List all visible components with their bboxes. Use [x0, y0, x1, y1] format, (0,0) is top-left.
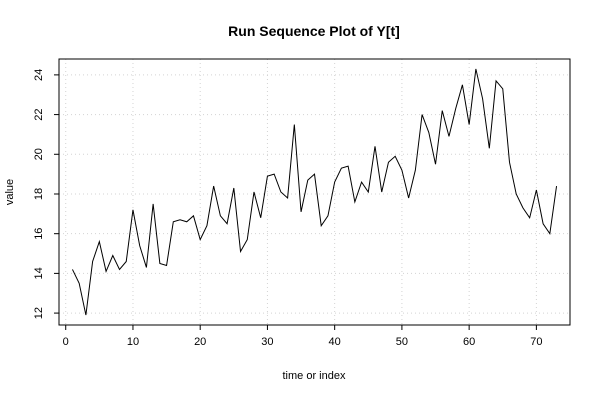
- y-axis-label: value: [4, 179, 16, 205]
- x-tick-label: 40: [329, 336, 341, 348]
- y-tick-label: 20: [33, 148, 45, 160]
- y-axis: 12 14 16 18 20 22 24: [33, 69, 59, 319]
- x-tick-label: 70: [530, 336, 542, 348]
- y-tick-label: 14: [33, 267, 45, 279]
- y-tick-label: 16: [33, 228, 45, 240]
- x-tick-label: 0: [63, 336, 69, 348]
- grid-lines: [59, 59, 570, 325]
- chart-title: Run Sequence Plot of Y[t]: [228, 23, 400, 39]
- y-tick-label: 24: [33, 69, 45, 81]
- x-tick-label: 20: [194, 336, 206, 348]
- y-tick-label: 18: [33, 188, 45, 200]
- series-line: [71, 68, 558, 316]
- plot-frame: [58, 58, 571, 326]
- y-tick-label: 12: [33, 307, 45, 319]
- y-tick-label: 22: [33, 108, 45, 120]
- x-axis-label: time or index: [283, 370, 346, 382]
- x-tick-label: 30: [261, 336, 273, 348]
- x-tick-label: 60: [463, 336, 475, 348]
- x-axis: 0 10 20 30 40 50 60 70: [63, 325, 543, 348]
- x-tick-label: 50: [396, 336, 408, 348]
- x-tick-label: 10: [127, 336, 139, 348]
